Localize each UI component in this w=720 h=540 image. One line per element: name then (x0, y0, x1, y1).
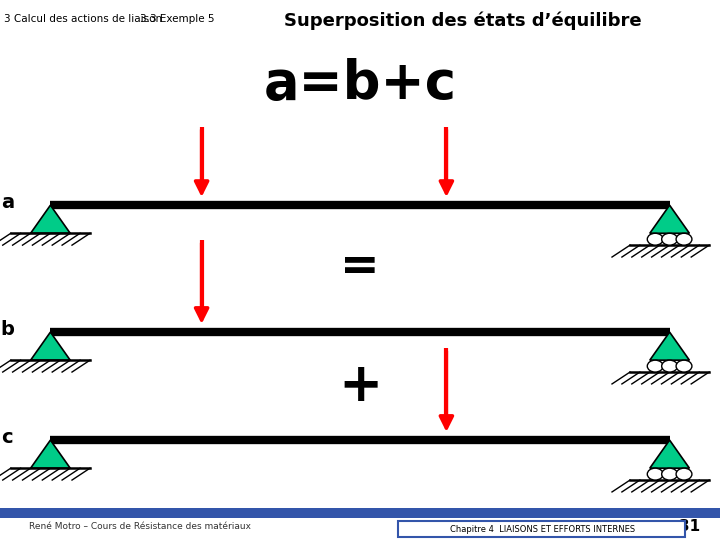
Circle shape (647, 360, 663, 372)
Polygon shape (31, 440, 71, 468)
Circle shape (662, 468, 678, 480)
Circle shape (676, 468, 692, 480)
Text: Superposition des états d’équilibre: Superposition des états d’équilibre (284, 12, 642, 30)
Text: =: = (340, 245, 380, 290)
Text: +: + (338, 360, 382, 412)
Text: 31: 31 (679, 519, 700, 534)
FancyBboxPatch shape (398, 521, 685, 537)
Text: 3.3 Exemple 5: 3.3 Exemple 5 (140, 14, 215, 24)
Text: a=b+c: a=b+c (264, 58, 456, 110)
Circle shape (647, 233, 663, 245)
Text: a: a (1, 193, 14, 212)
Polygon shape (650, 332, 690, 360)
Polygon shape (650, 440, 690, 468)
Bar (0, 508, 720, 518)
Text: b: b (0, 320, 14, 339)
Circle shape (676, 360, 692, 372)
Circle shape (662, 360, 678, 372)
Polygon shape (650, 205, 690, 233)
Circle shape (676, 233, 692, 245)
Polygon shape (31, 205, 71, 233)
Circle shape (662, 233, 678, 245)
Text: c: c (1, 428, 13, 447)
Text: 3 Calcul des actions de liaison: 3 Calcul des actions de liaison (4, 14, 162, 24)
Text: Chapitre 4  LIAISONS ET EFFORTS INTERNES: Chapitre 4 LIAISONS ET EFFORTS INTERNES (449, 525, 635, 534)
Circle shape (647, 468, 663, 480)
Text: René Motro – Cours de Résistance des matériaux: René Motro – Cours de Résistance des mat… (29, 522, 251, 531)
Polygon shape (31, 332, 71, 360)
